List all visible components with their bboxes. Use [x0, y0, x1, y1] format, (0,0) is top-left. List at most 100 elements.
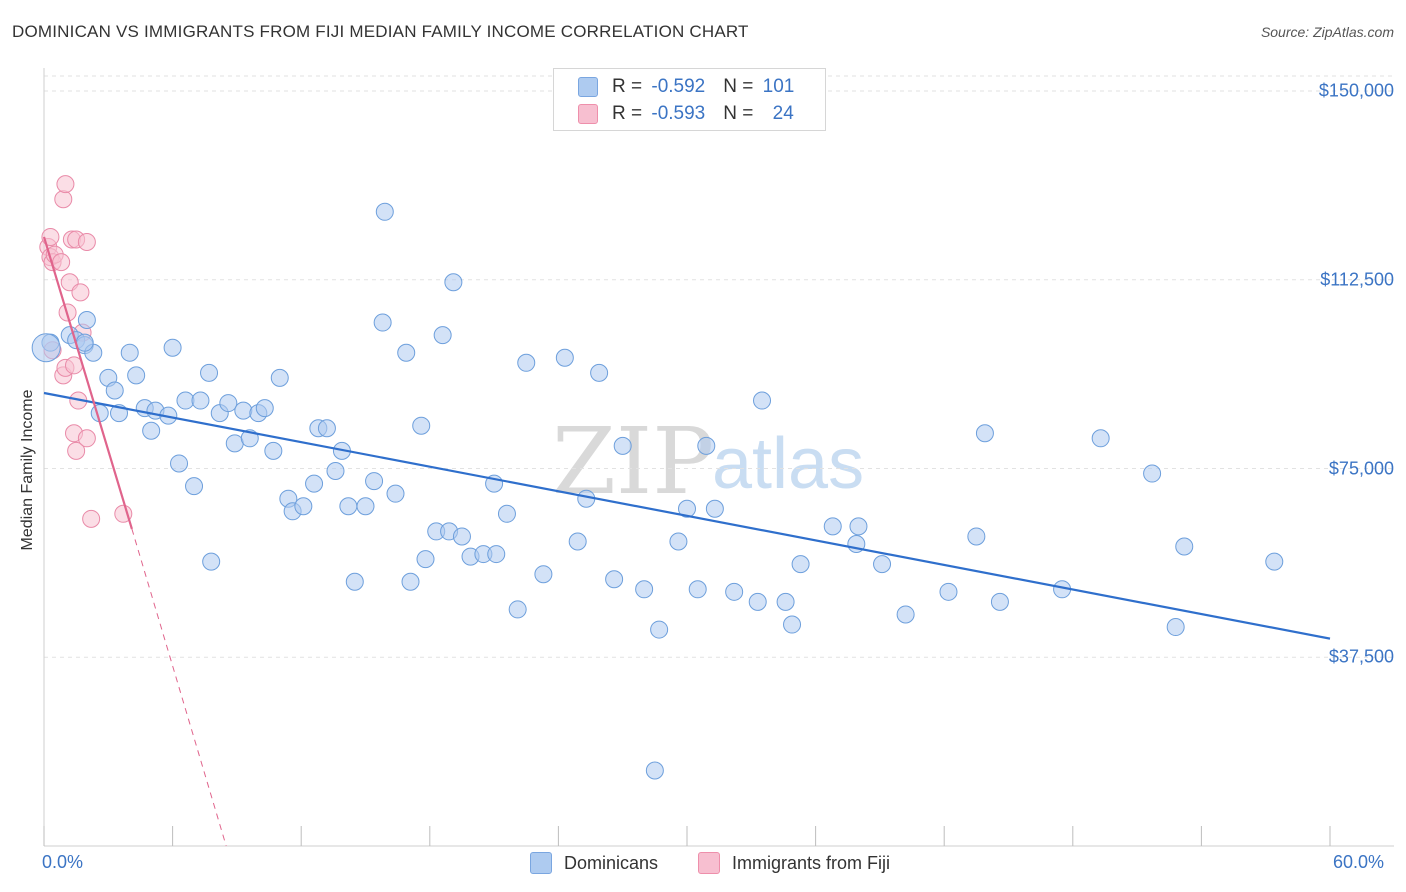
- dominican-point: [688, 580, 707, 599]
- dominican-points: [31, 202, 1284, 780]
- dominican-point: [605, 570, 624, 589]
- fiji-point: [52, 253, 71, 272]
- trend-lines: [42, 236, 1331, 847]
- legend-r-label: R =: [612, 76, 648, 97]
- dominican-point: [697, 436, 716, 455]
- legend-r-label: R =: [612, 103, 648, 124]
- dominican-trend-line: [43, 391, 1331, 640]
- x-tick-label-max: 60.0%: [1333, 852, 1385, 872]
- legend-label-fiji: Immigrants from Fiji: [732, 852, 891, 873]
- dominican-point: [365, 472, 384, 491]
- dominican-point: [939, 582, 958, 601]
- dominican-point: [185, 477, 204, 496]
- dominican-point: [613, 436, 632, 455]
- dominican-point: [590, 363, 609, 382]
- dominican-point: [416, 550, 435, 569]
- dominican-point: [163, 338, 182, 357]
- dominican-point: [397, 343, 416, 362]
- fiji-point: [71, 283, 90, 302]
- fiji-point: [82, 509, 101, 528]
- fiji-trend-extension: [131, 528, 227, 847]
- dominican-point: [305, 474, 324, 493]
- dominican-point: [517, 353, 536, 372]
- legend-row-fiji: R = -0.593 N = 24: [578, 102, 794, 126]
- legend-swatch-pink: [578, 104, 598, 124]
- dominican-point: [191, 391, 210, 410]
- dominican-point: [975, 424, 994, 443]
- dominican-point: [783, 615, 802, 634]
- dominican-point: [748, 592, 767, 611]
- dominican-point: [339, 497, 358, 516]
- dominican-point: [776, 592, 795, 611]
- dominican-point: [375, 202, 394, 221]
- fiji-trend-line: [42, 236, 133, 530]
- dominican-point: [896, 605, 915, 624]
- fiji-points: [39, 175, 133, 528]
- fiji-point: [54, 190, 73, 209]
- dominican-point: [255, 399, 274, 418]
- axes: [43, 68, 1394, 847]
- dominican-point: [225, 434, 244, 453]
- dominican-point: [645, 761, 664, 780]
- legend-n-value: 101: [762, 76, 795, 97]
- y-tick-label: $37,500: [1328, 646, 1394, 667]
- dominican-point: [77, 311, 96, 330]
- dominican-point: [650, 620, 669, 639]
- chart-title: DOMINICAN VS IMMIGRANTS FROM FIJI MEDIAN…: [12, 22, 749, 41]
- dominican-point: [264, 441, 283, 460]
- dominican-point: [669, 532, 688, 551]
- dominican-point: [127, 366, 146, 385]
- dominican-point: [1265, 552, 1284, 571]
- dominican-point: [386, 484, 405, 503]
- dominican-point: [200, 363, 219, 382]
- dominican-point: [234, 401, 253, 420]
- watermark-zip: ZIP: [552, 408, 714, 515]
- dominican-point: [487, 545, 506, 564]
- fiji-point: [77, 429, 96, 448]
- legend-swatch-blue: [578, 77, 598, 97]
- dominican-point: [725, 582, 744, 601]
- dominican-point: [791, 555, 810, 574]
- fiji-point: [67, 441, 86, 460]
- x-tick-label-min: 0.0%: [42, 852, 84, 872]
- legend-n-value: 24: [772, 103, 794, 124]
- dominican-point: [990, 592, 1009, 611]
- legend-n-label: N =: [723, 76, 759, 97]
- y-tick-label: $112,500: [1320, 269, 1394, 290]
- dominican-point: [444, 273, 463, 292]
- legend-swatch-pink: [698, 852, 720, 874]
- dominican-point: [967, 527, 986, 546]
- dominican-point: [568, 532, 587, 551]
- dominican-point: [823, 517, 842, 536]
- dominican-point: [753, 391, 772, 410]
- dominican-point: [412, 416, 431, 435]
- source-label: Source: ZipAtlas.com: [1260, 24, 1394, 40]
- legend-n-label: N =: [723, 103, 759, 124]
- dominican-point: [170, 454, 189, 473]
- dominican-point: [1166, 618, 1185, 637]
- legend-item-dominicans[interactable]: Dominicans: [530, 852, 658, 874]
- legend-row-dominicans: R = -0.592 N = 101: [578, 75, 794, 99]
- dominican-point: [345, 572, 364, 591]
- dominican-point: [873, 555, 892, 574]
- y-axis-label: Median Family Income: [19, 389, 36, 551]
- legend-item-fiji[interactable]: Immigrants from Fiji: [698, 852, 890, 874]
- dominican-point: [678, 499, 696, 518]
- legend-label-dominicans: Dominicans: [564, 852, 659, 873]
- dominican-point: [176, 391, 195, 410]
- dominican-point: [534, 565, 553, 584]
- watermark-atlas: atlas: [712, 424, 864, 504]
- dominican-point: [219, 394, 238, 413]
- dominican-point: [635, 580, 654, 599]
- legend-swatch-blue: [530, 852, 552, 874]
- dominican-point: [317, 419, 336, 438]
- dominican-point: [356, 497, 375, 516]
- dominican-point: [75, 333, 94, 352]
- dominican-point: [849, 517, 868, 536]
- dominican-point: [497, 504, 516, 523]
- legend-r-value: -0.593: [651, 103, 706, 124]
- dominican-point: [294, 497, 313, 516]
- dominican-point: [105, 381, 124, 400]
- dominican-point: [1175, 537, 1194, 556]
